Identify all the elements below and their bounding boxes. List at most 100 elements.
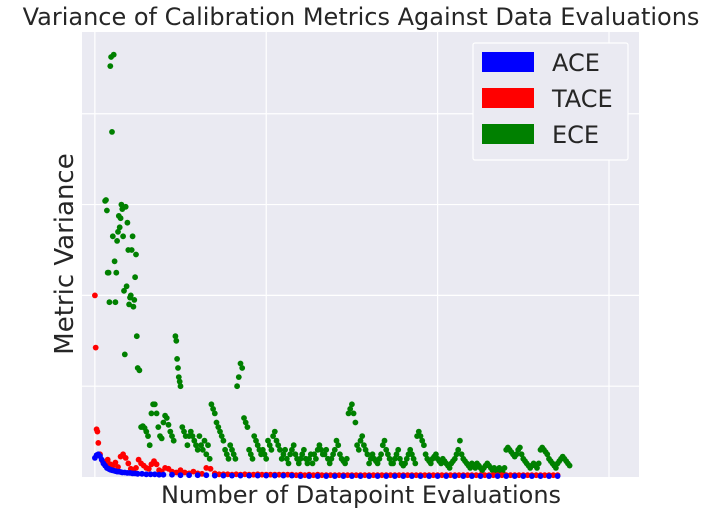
tace-point [207, 465, 214, 472]
ece-point [390, 460, 396, 467]
ece-point [397, 455, 403, 462]
ece-point [124, 219, 131, 226]
legend-label-ece: ECE [552, 121, 599, 149]
ace-point [357, 473, 364, 479]
ece-point [383, 446, 390, 453]
ece-point [179, 424, 186, 430]
ace-point [529, 473, 535, 479]
ece-point [112, 299, 119, 306]
ace-point [306, 473, 312, 479]
ece-point [316, 442, 323, 449]
ace-point [503, 473, 510, 479]
ece-point [349, 401, 355, 408]
ece-point [191, 437, 198, 444]
ace-point [469, 473, 475, 479]
ece-point [265, 437, 271, 444]
ace-point [400, 473, 407, 479]
ece-point [517, 444, 523, 451]
ece-point [333, 437, 340, 444]
ece-point [391, 455, 398, 462]
tace-point [473, 472, 480, 479]
tace-point [250, 471, 257, 478]
ece-point [458, 451, 465, 458]
ece-point [381, 437, 388, 444]
y-axis-label: Metric Variance [50, 153, 80, 354]
ece-point [366, 460, 372, 467]
ece-point [295, 460, 302, 467]
ace-point [460, 473, 467, 479]
ece-point [121, 351, 128, 358]
legend-label-ace: ACE [552, 49, 600, 77]
ace-point [477, 473, 484, 479]
ace-point [254, 472, 261, 479]
ece-point [386, 455, 393, 462]
ece-point [205, 442, 211, 449]
ece-point [268, 446, 275, 453]
ece-point [376, 455, 383, 462]
ace-point [263, 472, 270, 479]
ece-point [393, 451, 400, 458]
tace-point [524, 472, 531, 479]
ece-point [283, 455, 290, 462]
ece-point [412, 460, 419, 467]
ece-point [247, 451, 254, 458]
ece-point [261, 451, 268, 458]
ace-point [134, 470, 141, 477]
ece-point [117, 215, 124, 222]
tace-point [379, 472, 385, 479]
ece-point [364, 451, 371, 458]
ece-point [362, 446, 369, 453]
tace-point [276, 471, 282, 478]
ece-point [206, 455, 213, 462]
ece-point [270, 433, 276, 439]
tace-point [387, 472, 394, 479]
ece-point [232, 455, 239, 462]
ace-point [546, 473, 552, 479]
tace-point [447, 472, 454, 479]
tace-point [104, 456, 111, 463]
series-ece [102, 51, 573, 476]
ece-point [249, 455, 256, 462]
ece-point [287, 451, 294, 458]
ece-point [354, 442, 360, 449]
ace-point [417, 473, 424, 479]
ece-point [242, 419, 249, 426]
tace-point [112, 459, 119, 466]
tace-point [421, 472, 428, 479]
ece-point [359, 433, 366, 439]
tace-point [177, 467, 184, 474]
ece-point [167, 428, 174, 435]
ece-point [309, 460, 316, 467]
ece-point [326, 460, 333, 467]
data-points [92, 51, 573, 479]
ece-point [266, 442, 273, 449]
ace-point [537, 473, 544, 479]
ace-point [229, 472, 235, 479]
ece-point [278, 455, 285, 462]
ece-point [306, 455, 312, 462]
ece-point [116, 224, 123, 231]
ece-point [290, 442, 297, 449]
ece-point [118, 201, 125, 208]
ece-point [501, 465, 508, 471]
ece-point [378, 451, 384, 458]
ece-point [128, 247, 135, 253]
ece-point [133, 251, 139, 258]
ece-point [457, 437, 463, 444]
ece-point [187, 428, 194, 435]
ece-point [239, 365, 246, 371]
tace-point [464, 472, 471, 479]
ece-point [299, 451, 306, 458]
tace-point [413, 472, 420, 479]
ece-point [227, 442, 234, 449]
ace-point [314, 473, 321, 479]
tace-point [439, 472, 445, 479]
ece-point [208, 401, 215, 408]
ece-point [277, 446, 283, 453]
ece-point [402, 460, 408, 467]
ece-point [122, 203, 129, 210]
ece-point [321, 451, 328, 458]
ece-point [369, 451, 376, 458]
ace-point [443, 473, 450, 479]
ece-point [385, 451, 391, 458]
